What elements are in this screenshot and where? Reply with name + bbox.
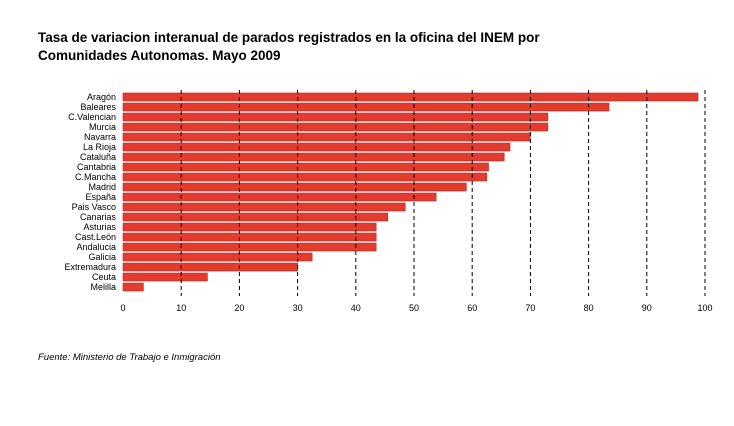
bar	[122, 162, 489, 172]
tick-label: 60	[467, 303, 477, 313]
chart-title-line-2: Comunidades Autonomas. Mayo 2009	[38, 48, 281, 63]
chart-title-line-1: Tasa de variacion interanual de parados …	[38, 30, 540, 45]
category-label: Baleares	[80, 102, 116, 112]
tick-label: 50	[409, 303, 419, 313]
bar	[122, 262, 298, 272]
bar	[122, 172, 488, 182]
category-label: C.Mancha	[75, 172, 116, 182]
category-label: Murcia	[89, 122, 116, 132]
category-label: Galicia	[88, 252, 116, 262]
bar	[122, 132, 531, 142]
bar	[122, 282, 144, 292]
category-label: Aragón	[87, 92, 116, 102]
bar	[122, 222, 377, 232]
bar	[122, 252, 313, 262]
category-label: Asturias	[83, 222, 116, 232]
bar	[122, 202, 406, 212]
bar	[122, 122, 549, 132]
bar	[122, 272, 208, 282]
bar	[122, 92, 699, 102]
category-label: Melilla	[90, 282, 116, 292]
category-label: Ceuta	[92, 272, 116, 282]
tick-label: 10	[176, 303, 186, 313]
category-label: La Rioja	[83, 142, 116, 152]
tick-label: 100	[697, 303, 712, 313]
category-label: Pais Vasco	[72, 202, 116, 212]
tick-label: 30	[293, 303, 303, 313]
category-label: Navarra	[84, 132, 116, 142]
bar	[122, 212, 389, 222]
chart-title: Tasa de variacion interanual de parados …	[38, 29, 540, 65]
tick-label: 80	[584, 303, 594, 313]
bar	[122, 182, 467, 192]
tick-label: 90	[642, 303, 652, 313]
bar	[122, 232, 377, 242]
category-label: Cast.León	[75, 232, 116, 242]
category-label: Cantabria	[77, 162, 116, 172]
source-note: Fuente: Ministerio de Trabajo e Inmigrac…	[38, 352, 221, 363]
bar	[122, 242, 377, 252]
tick-label: 0	[120, 303, 125, 313]
bar	[122, 192, 437, 202]
tick-label: 20	[234, 303, 244, 313]
tick-label: 40	[351, 303, 361, 313]
bar	[122, 142, 511, 152]
category-label: Canarias	[80, 212, 117, 222]
category-label: C.Valencian	[68, 112, 116, 122]
bar	[122, 152, 505, 162]
category-label: Madrid	[88, 182, 116, 192]
category-label: España	[85, 192, 116, 202]
tick-label: 70	[525, 303, 535, 313]
category-label: Extremadura	[64, 262, 116, 272]
category-label: Cataluña	[80, 152, 116, 162]
bar	[122, 112, 549, 122]
category-label: Andalucia	[76, 242, 116, 252]
bar	[122, 102, 610, 112]
